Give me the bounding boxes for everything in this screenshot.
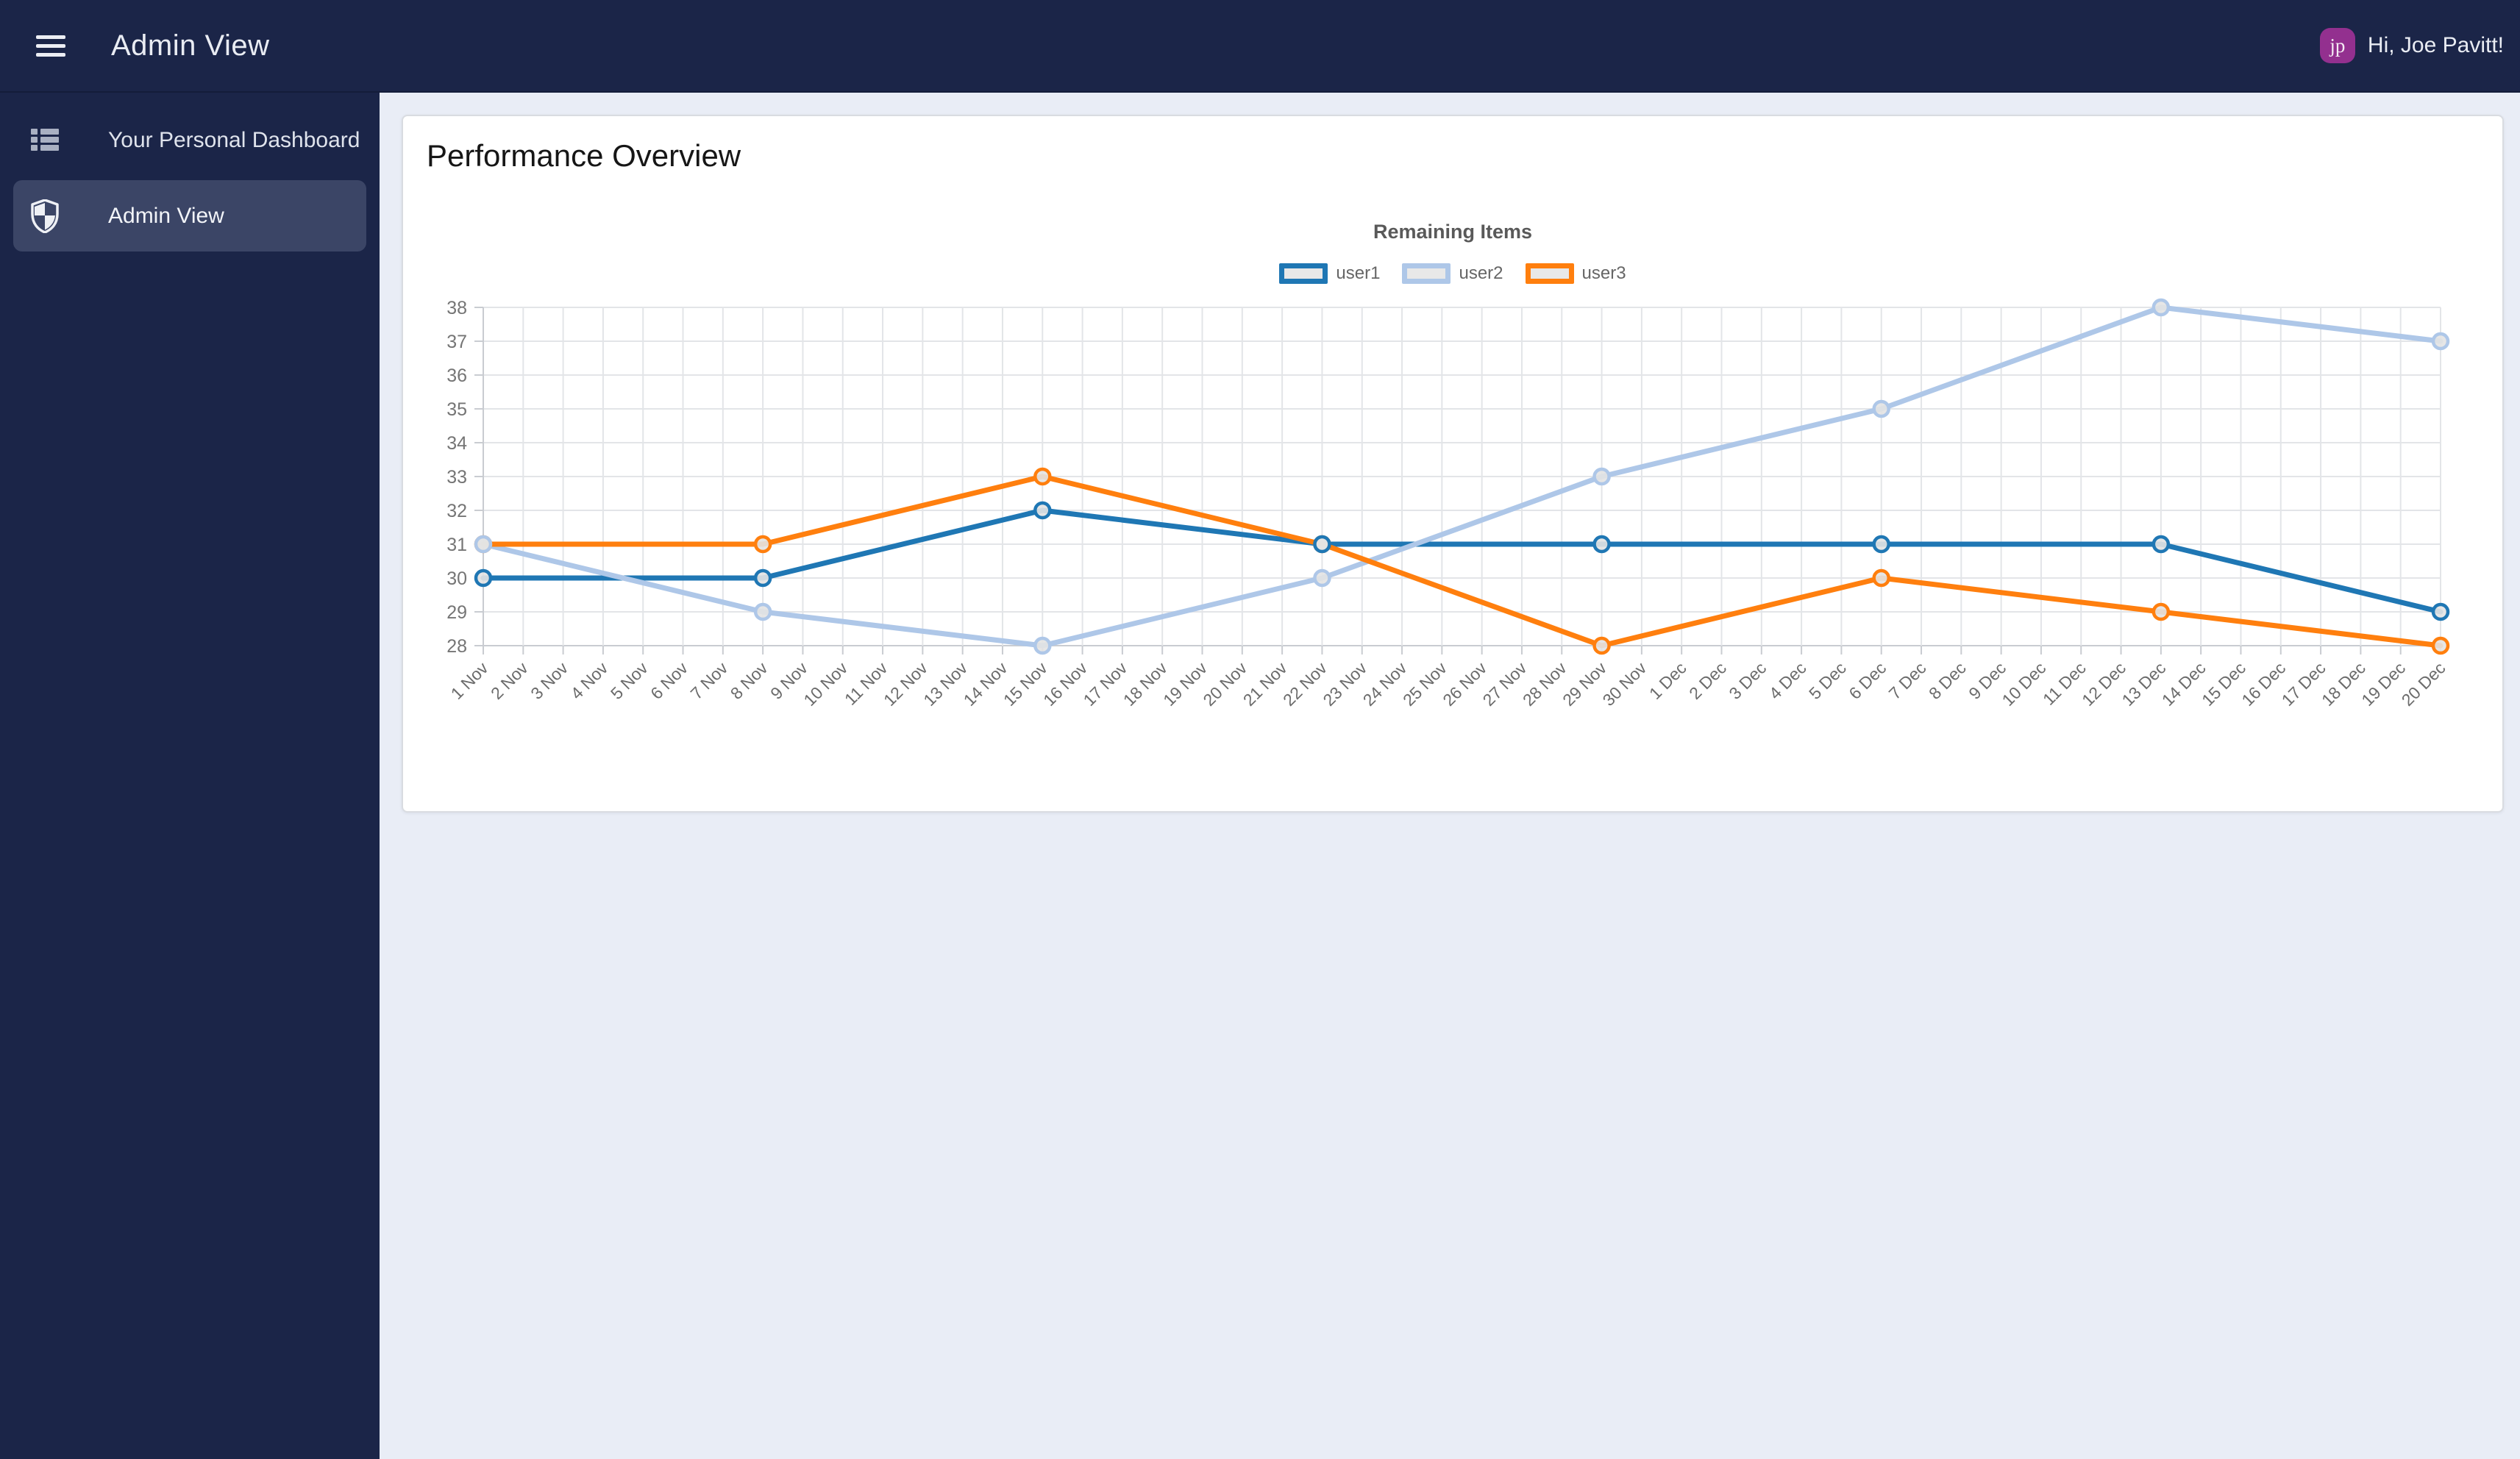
svg-text:30: 30	[446, 568, 467, 589]
hamburger-icon	[36, 35, 65, 39]
svg-text:7 Nov: 7 Nov	[686, 658, 731, 703]
svg-text:3 Nov: 3 Nov	[527, 658, 572, 703]
svg-text:4 Dec: 4 Dec	[1765, 658, 1810, 703]
svg-text:28 Nov: 28 Nov	[1519, 658, 1570, 710]
svg-text:34: 34	[446, 433, 467, 454]
svg-text:20 Dec: 20 Dec	[2398, 658, 2449, 710]
chart-title: Remaining Items	[1373, 221, 1533, 243]
svg-text:6 Dec: 6 Dec	[1845, 658, 1890, 703]
sidebar-item-personal-dashboard[interactable]: Your Personal Dashboard	[13, 104, 366, 176]
svg-text:22 Nov: 22 Nov	[1279, 658, 1331, 710]
topbar: Admin View jp Hi, Joe Pavitt!	[0, 0, 2520, 93]
svg-text:18 Nov: 18 Nov	[1120, 658, 1171, 710]
legend-label: user3	[1581, 263, 1626, 283]
svg-text:5 Dec: 5 Dec	[1805, 658, 1850, 703]
legend-swatch	[1402, 263, 1451, 284]
svg-text:24 Nov: 24 Nov	[1359, 658, 1411, 710]
svg-text:14 Dec: 14 Dec	[2158, 658, 2210, 710]
user-area[interactable]: jp Hi, Joe Pavitt!	[2319, 28, 2520, 63]
svg-text:13 Nov: 13 Nov	[919, 658, 971, 710]
svg-text:8 Dec: 8 Dec	[1925, 658, 1970, 703]
svg-text:19 Nov: 19 Nov	[1159, 658, 1211, 710]
svg-text:14 Nov: 14 Nov	[960, 658, 1011, 710]
svg-text:7 Dec: 7 Dec	[1885, 658, 1930, 703]
legend-swatch	[1279, 263, 1328, 284]
svg-text:12 Dec: 12 Dec	[2078, 658, 2129, 710]
svg-text:2 Dec: 2 Dec	[1685, 658, 1730, 703]
list-icon	[31, 129, 59, 151]
svg-text:29 Nov: 29 Nov	[1559, 658, 1610, 710]
svg-text:15 Dec: 15 Dec	[2198, 658, 2249, 710]
svg-text:37: 37	[446, 332, 467, 352]
chart-legend: user1 user2 user3	[403, 263, 2502, 284]
menu-button[interactable]	[36, 35, 65, 57]
svg-text:31: 31	[446, 535, 467, 555]
svg-text:19 Dec: 19 Dec	[2357, 658, 2409, 710]
legend-swatch	[1525, 263, 1574, 284]
svg-text:16 Nov: 16 Nov	[1039, 658, 1091, 710]
svg-text:30 Nov: 30 Nov	[1598, 658, 1650, 710]
svg-text:13 Dec: 13 Dec	[2118, 658, 2169, 710]
svg-text:2 Nov: 2 Nov	[487, 658, 532, 703]
legend-item-user3[interactable]: user3	[1525, 263, 1626, 284]
legend-item-user1[interactable]: user1	[1279, 263, 1380, 284]
page-title: Admin View	[111, 29, 270, 62]
svg-text:20 Nov: 20 Nov	[1199, 658, 1250, 710]
svg-text:3 Dec: 3 Dec	[1725, 658, 1770, 703]
avatar[interactable]: jp	[2319, 28, 2355, 63]
svg-text:23 Nov: 23 Nov	[1319, 658, 1370, 710]
svg-text:16 Dec: 16 Dec	[2238, 658, 2289, 710]
svg-text:10 Dec: 10 Dec	[1998, 658, 2050, 710]
sidebar-item-admin-view[interactable]: Admin View	[13, 180, 366, 252]
svg-text:8 Nov: 8 Nov	[727, 658, 772, 703]
svg-text:10 Nov: 10 Nov	[800, 658, 851, 710]
svg-text:38: 38	[446, 298, 467, 318]
svg-text:29: 29	[446, 602, 467, 623]
svg-text:33: 33	[446, 467, 467, 488]
sidebar-item-label: Your Personal Dashboard	[108, 127, 360, 152]
svg-text:25 Nov: 25 Nov	[1399, 658, 1451, 710]
svg-text:26 Nov: 26 Nov	[1439, 658, 1490, 710]
card-title: Performance Overview	[427, 138, 741, 173]
svg-text:18 Dec: 18 Dec	[2318, 658, 2369, 710]
svg-text:11 Dec: 11 Dec	[2039, 658, 2090, 709]
svg-text:15 Nov: 15 Nov	[1000, 658, 1051, 710]
svg-text:28: 28	[446, 636, 467, 657]
main-content: Performance Overview Remaining Items use…	[380, 93, 2520, 1459]
sidebar-item-label: Admin View	[108, 203, 224, 228]
legend-label: user2	[1459, 263, 1503, 283]
svg-text:27 Nov: 27 Nov	[1479, 658, 1531, 710]
avatar-initials: jp	[2329, 34, 2346, 57]
svg-text:17 Dec: 17 Dec	[2278, 658, 2329, 710]
svg-text:36: 36	[446, 365, 467, 386]
performance-overview-card: Performance Overview Remaining Items use…	[402, 115, 2504, 813]
svg-text:5 Nov: 5 Nov	[607, 658, 652, 703]
svg-text:1 Nov: 1 Nov	[447, 658, 492, 703]
svg-text:1 Dec: 1 Dec	[1645, 658, 1690, 703]
sidebar: Your Personal Dashboard Admin View	[0, 93, 380, 1459]
legend-label: user1	[1336, 263, 1381, 283]
svg-text:6 Nov: 6 Nov	[647, 658, 691, 703]
svg-text:17 Nov: 17 Nov	[1080, 658, 1131, 710]
svg-text:21 Nov: 21 Nov	[1239, 658, 1291, 710]
shield-icon	[31, 199, 59, 233]
svg-text:12 Nov: 12 Nov	[880, 658, 931, 710]
svg-text:35: 35	[446, 399, 467, 420]
legend-item-user2[interactable]: user2	[1402, 263, 1503, 284]
svg-text:32: 32	[446, 501, 467, 521]
user-greeting: Hi, Joe Pavitt!	[2367, 33, 2504, 57]
svg-text:4 Nov: 4 Nov	[567, 658, 612, 703]
